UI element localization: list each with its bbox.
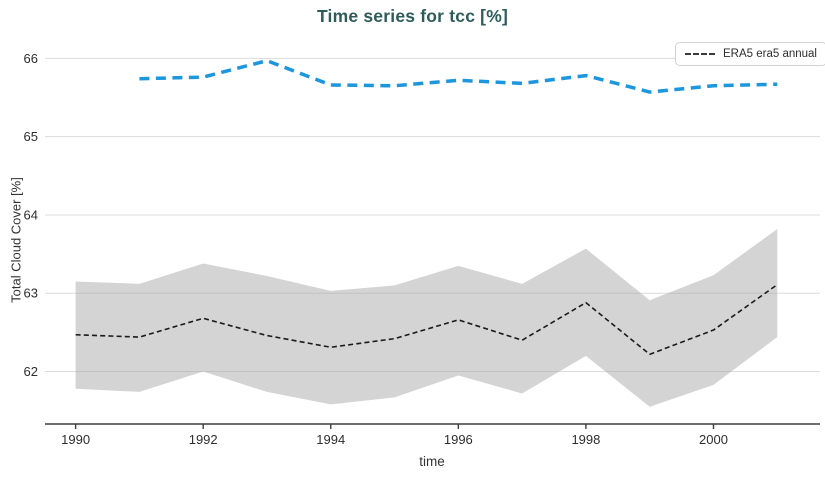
era5-annual-line xyxy=(75,283,778,356)
y-tick-label-65: 65 xyxy=(24,129,38,144)
chart-title: Time series for tcc [%] xyxy=(316,6,509,26)
y-tick-label-64: 64 xyxy=(24,207,38,222)
legend[interactable]: ERA5 era5 annual xyxy=(675,42,825,66)
x-tick-label-1992: 1992 xyxy=(189,432,218,447)
y-axis-label: Total Cloud Cover [%] xyxy=(8,177,24,303)
x-axis-label: time xyxy=(419,454,445,469)
legend-item-label: ERA5 era5 annual xyxy=(723,48,817,60)
x-tick-label-1994: 1994 xyxy=(316,432,345,447)
y-tick-label-62: 62 xyxy=(24,364,38,379)
uncertainty-band xyxy=(75,229,778,407)
x-tick-label-1998: 1998 xyxy=(571,432,600,447)
y-tick-label-63: 63 xyxy=(24,286,38,301)
era5-blue-dashed-line xyxy=(139,58,778,94)
legend-dashed-line-sample xyxy=(685,53,715,55)
x-tick-label-1990: 1990 xyxy=(61,432,90,447)
y-tick-label-66: 66 xyxy=(24,51,38,66)
x-tick-label-2000: 2000 xyxy=(699,432,728,447)
x-tick-label-1996: 1996 xyxy=(444,432,473,447)
